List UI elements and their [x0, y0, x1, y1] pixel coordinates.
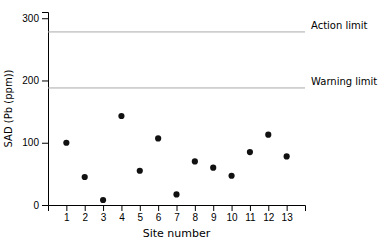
x-tick: 9: [211, 205, 217, 223]
point: [228, 173, 234, 179]
y-tick-mark: [42, 80, 48, 81]
point: [100, 197, 106, 203]
point: [192, 158, 198, 164]
x-tick-label: 7: [174, 212, 180, 223]
point: [63, 140, 69, 146]
limit-line: [48, 87, 305, 88]
x-tick-label: 5: [138, 212, 144, 223]
x-tick-label: 10: [227, 212, 239, 223]
x-tick: 10: [227, 205, 239, 223]
x-tick-mark: [103, 205, 104, 211]
point: [155, 135, 161, 141]
y-tick-label: 200: [22, 75, 39, 86]
x-tick-mark: [85, 205, 86, 211]
x-tick: 13: [282, 205, 294, 223]
x-tick-mark: [158, 205, 159, 211]
x-tick-label: 13: [282, 212, 294, 223]
point: [265, 132, 271, 138]
point: [137, 168, 143, 174]
point: [118, 113, 124, 119]
plot: 123456789101112130100200300Action limitW…: [3, 13, 377, 241]
x-tick: 2: [82, 205, 88, 223]
x-tick-mark: [213, 205, 214, 211]
x-tick-label: 8: [193, 212, 199, 223]
y-axis-title: SAD (Pb (ppm)): [3, 69, 14, 147]
x-tick: 1: [64, 205, 70, 223]
y-tick: 0: [33, 200, 48, 211]
y-tick-mark: [42, 18, 48, 19]
x-tick-mark: [195, 205, 196, 211]
y-axis-line: [42, 13, 49, 206]
y-tick-label: 100: [22, 137, 39, 148]
x-tick-mark: [268, 205, 269, 211]
y-tick-label: 0: [33, 200, 39, 211]
x-tick: 8: [193, 205, 199, 223]
x-tick: 4: [119, 205, 125, 223]
x-tick: 11: [245, 205, 256, 223]
x-tick-label: 6: [156, 212, 162, 223]
point: [82, 174, 88, 180]
x-axis-title: Site number: [143, 227, 211, 240]
point: [173, 191, 179, 197]
y-tick: 200: [22, 75, 48, 86]
x-tick: 12: [263, 205, 275, 223]
x-tick-mark: [287, 205, 288, 211]
point: [284, 153, 290, 159]
x-tick-label: 3: [101, 212, 107, 223]
x-axis-line: [49, 206, 306, 212]
x-tick-label: 1: [64, 212, 70, 223]
x-tick-label: 4: [119, 212, 125, 223]
x-tick: 7: [174, 205, 180, 223]
data-area: [48, 32, 305, 203]
y-tick: 100: [22, 137, 48, 148]
x-tick-label: 12: [263, 212, 275, 223]
limit-label: Warning limit: [311, 76, 377, 87]
x-tick-mark: [250, 205, 251, 211]
limit-line: [48, 31, 305, 32]
x-tick-label: 9: [211, 212, 217, 223]
y-tick-mark: [42, 205, 48, 206]
chart: 123456789101112130100200300Action limitW…: [0, 0, 387, 243]
x-tick-mark: [66, 205, 67, 211]
x-tick: 5: [138, 205, 144, 223]
x-tick-mark: [177, 205, 178, 211]
x-tick: 6: [156, 205, 162, 223]
x-tick-label: 11: [245, 212, 256, 223]
x-tick-mark: [121, 205, 122, 211]
y-axis: 0 100 200 300: [22, 13, 48, 211]
y-tick: 300: [22, 13, 48, 24]
y-tick-label: 300: [22, 13, 39, 24]
x-axis: 12345678910111213: [49, 205, 306, 223]
point: [210, 165, 216, 171]
limit-label: Action limit: [311, 20, 368, 31]
x-tick-mark: [140, 205, 141, 211]
y-tick-mark: [42, 143, 48, 144]
x-tick: 3: [101, 205, 107, 223]
point: [247, 149, 253, 155]
x-tick-mark: [232, 205, 233, 211]
x-tick-label: 2: [82, 212, 88, 223]
